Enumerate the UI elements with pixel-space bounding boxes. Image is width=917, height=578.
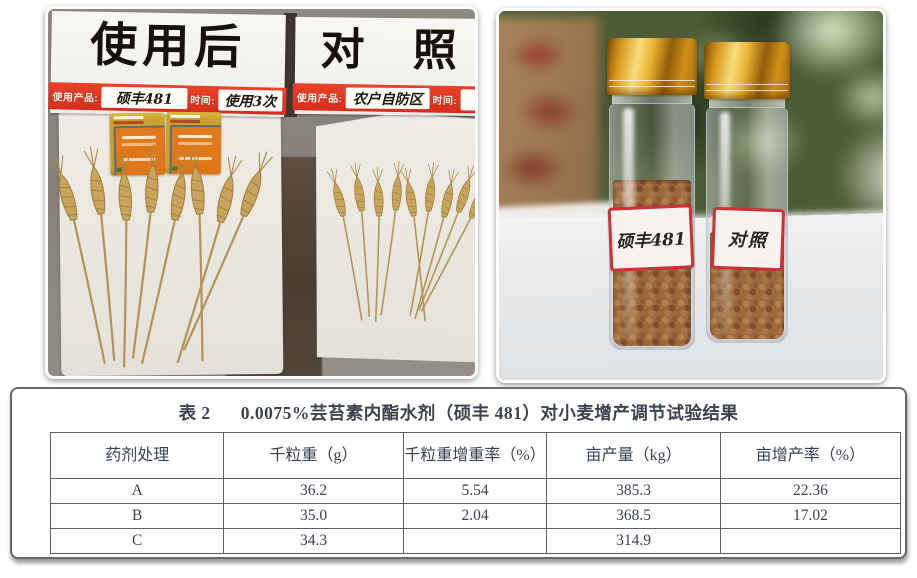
results-table-panel: 表 2 0.0075%芸苔素内酯水剂（硕丰 481）对小麦增产调节试验结果 药剂处… (10, 387, 907, 559)
table-header-row: 药剂处理 千粒重（g） 千粒重增重率（%） 亩产量（kg） 亩增产率（%） (49, 432, 902, 479)
header-yield-increase-rate: 亩增产率（%） (719, 432, 902, 479)
time-label: 时间: (190, 95, 216, 108)
cell-yield-rate: 17.02 (719, 503, 902, 529)
table-caption: 表 2 0.0075%芸苔素内酯水剂（硕丰 481）对小麦增产调节试验结果 (12, 400, 905, 425)
cell-treatment: C (49, 528, 225, 554)
header-tkw-increase-rate: 千粒重增重率（%） (402, 432, 548, 479)
cell-tkw: 34.3 (223, 528, 404, 554)
bottle-treated: 硕丰481 (607, 38, 697, 350)
sign-title-control: 对 照 (320, 25, 476, 76)
product-label: 使用产品: (52, 92, 99, 105)
sign-title-treated: 使用后 (89, 17, 247, 74)
sign-board-treated: 使用后 使用产品: 硕丰481 时间: 使用3次 (48, 10, 287, 118)
sign-board-control: 对 照 使用产品: 农户自防区 时间: (292, 16, 476, 117)
cell-yield: 368.5 (546, 503, 721, 529)
gold-cap (704, 42, 790, 99)
info-strip-treated: 使用产品: 硕丰481 时间: 使用3次 (48, 82, 287, 115)
grain-bottles-photo: 硕丰481 对照 (496, 8, 886, 383)
wheat-ears-comparison-photo: 使用后 使用产品: 硕丰481 时间: 使用3次 对 照 使用产品: 农户自防区… (45, 6, 478, 379)
time-label: 时间: (432, 95, 458, 108)
cell-treatment: B (49, 503, 225, 529)
cell-tkw: 35.0 (223, 503, 404, 529)
cell-tkw-rate: 5.54 (402, 478, 548, 504)
bottle-neck (709, 99, 785, 108)
bottle-neck (612, 95, 692, 104)
bottle-label-control: 对照 (710, 206, 786, 272)
product-value: 农户自防区 (345, 87, 430, 110)
product-value: 硕丰481 (101, 86, 188, 110)
cell-yield-rate: 22.36 (719, 478, 902, 504)
product-label: 使用产品: (296, 93, 343, 106)
table-row: C 34.3 314.9 (49, 528, 902, 554)
cell-tkw: 36.2 (223, 478, 404, 504)
gold-cap (607, 38, 697, 95)
bottle-control: 对照 (704, 42, 790, 343)
results-table: 药剂处理 千粒重（g） 千粒重增重率（%） 亩产量（kg） 亩增产率（%） A … (49, 432, 902, 554)
cell-yield-rate (719, 528, 902, 554)
table-title: 0.0075%芸苔素内酯水剂（硕丰 481）对小麦增产调节试验结果 (240, 403, 739, 423)
cell-tkw-rate: 2.04 (402, 503, 548, 529)
blurred-crates-background (499, 17, 599, 227)
cell-tkw-rate (402, 528, 548, 554)
header-thousand-kernel-weight: 千粒重（g） (223, 432, 404, 479)
cell-yield: 385.3 (546, 478, 721, 504)
header-treatment: 药剂处理 (49, 432, 225, 479)
time-value (460, 89, 475, 111)
wheat-ears-treated-illustration (48, 142, 275, 369)
cell-treatment: A (49, 478, 225, 504)
table-number: 表 2 (178, 403, 211, 423)
cell-yield: 314.9 (546, 528, 721, 554)
wheat-ears-control-illustration (323, 159, 475, 323)
info-strip-control: 使用产品: 农户自防区 时间: (292, 83, 475, 114)
table-row: A 36.2 5.54 385.3 22.36 (49, 478, 902, 504)
table-row: B 35.0 2.04 368.5 17.02 (49, 503, 902, 529)
time-value: 使用3次 (217, 89, 283, 112)
header-yield-per-mu: 亩产量（kg） (546, 432, 721, 479)
bottle-label-treated: 硕丰481 (607, 204, 695, 272)
